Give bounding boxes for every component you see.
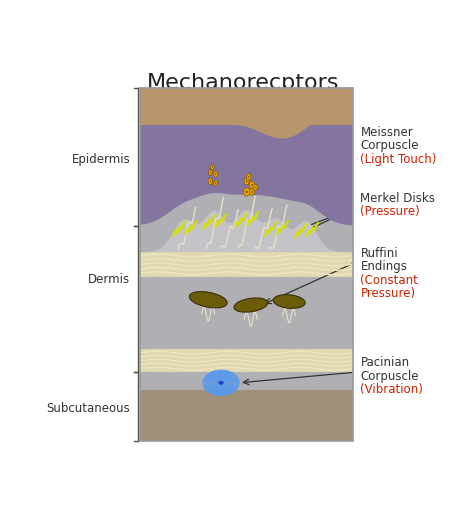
Ellipse shape [220, 382, 222, 384]
Ellipse shape [209, 171, 212, 176]
Bar [140, 252, 353, 277]
Text: (Light Touch): (Light Touch) [360, 153, 437, 165]
Ellipse shape [246, 174, 251, 181]
Polygon shape [140, 126, 353, 226]
Bar [140, 89, 353, 126]
Text: Pressure): Pressure) [360, 287, 416, 300]
Ellipse shape [244, 188, 250, 197]
Text: Endings: Endings [360, 260, 407, 272]
Polygon shape [140, 211, 353, 252]
Ellipse shape [211, 165, 214, 171]
Ellipse shape [273, 295, 305, 309]
Ellipse shape [244, 179, 249, 185]
Bar [140, 89, 353, 441]
Ellipse shape [249, 182, 255, 189]
Ellipse shape [214, 181, 218, 186]
Ellipse shape [246, 191, 248, 194]
Ellipse shape [251, 184, 253, 187]
Text: Merkel Disks: Merkel Disks [360, 191, 435, 204]
Text: (Pressure): (Pressure) [360, 205, 420, 218]
Ellipse shape [249, 189, 255, 196]
Text: Corpuscle: Corpuscle [360, 139, 419, 152]
Ellipse shape [189, 292, 227, 308]
Ellipse shape [219, 381, 224, 385]
Text: (Constant: (Constant [360, 273, 419, 286]
Text: Epidermis: Epidermis [72, 153, 130, 165]
Ellipse shape [214, 172, 218, 178]
Bar [140, 390, 353, 441]
Ellipse shape [210, 172, 211, 174]
Text: Corpuscle: Corpuscle [360, 369, 419, 382]
Ellipse shape [246, 181, 247, 183]
Text: Meissner: Meissner [360, 126, 413, 139]
Polygon shape [140, 89, 353, 139]
Ellipse shape [219, 382, 223, 384]
Bar [140, 350, 353, 373]
Ellipse shape [215, 174, 217, 176]
Text: Dermis: Dermis [88, 272, 130, 286]
Ellipse shape [253, 185, 257, 191]
Ellipse shape [255, 187, 256, 189]
Ellipse shape [251, 191, 253, 194]
Ellipse shape [212, 167, 213, 169]
Text: Pacinian: Pacinian [360, 355, 410, 369]
Text: (Vibration): (Vibration) [360, 382, 423, 395]
Text: Mechanorecptors: Mechanorecptors [146, 73, 339, 93]
Ellipse shape [215, 183, 216, 185]
Bar [140, 89, 353, 441]
Ellipse shape [210, 181, 211, 183]
Bar [140, 277, 353, 350]
Text: Ruffini: Ruffini [360, 246, 398, 259]
Text: Subcutaneous: Subcutaneous [46, 401, 130, 414]
Ellipse shape [248, 176, 249, 179]
Ellipse shape [208, 179, 213, 185]
Ellipse shape [234, 298, 268, 313]
